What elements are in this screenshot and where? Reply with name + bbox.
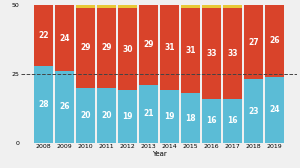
Text: 28: 28 bbox=[38, 100, 49, 109]
Bar bbox=[223, 99, 242, 143]
Text: 24: 24 bbox=[59, 34, 70, 43]
Bar bbox=[244, 5, 263, 79]
Bar bbox=[181, 93, 200, 143]
Text: 29: 29 bbox=[143, 40, 154, 50]
Bar bbox=[202, 99, 221, 143]
Text: 31: 31 bbox=[185, 46, 196, 55]
Bar bbox=[265, 5, 284, 77]
Text: 20: 20 bbox=[101, 111, 112, 120]
Text: 29: 29 bbox=[80, 43, 91, 52]
Bar bbox=[97, 88, 116, 143]
Bar bbox=[223, 8, 242, 99]
Bar bbox=[223, 5, 242, 8]
Text: 33: 33 bbox=[206, 49, 217, 58]
Text: 18: 18 bbox=[185, 114, 196, 122]
Text: 19: 19 bbox=[122, 112, 133, 121]
Bar bbox=[181, 5, 200, 8]
Bar bbox=[76, 5, 95, 8]
Bar bbox=[118, 90, 137, 143]
Bar bbox=[202, 5, 221, 8]
Text: 30: 30 bbox=[122, 45, 133, 54]
Bar bbox=[76, 88, 95, 143]
Bar bbox=[118, 5, 137, 8]
Bar bbox=[181, 8, 200, 93]
Text: 16: 16 bbox=[227, 116, 238, 125]
Text: 22: 22 bbox=[38, 31, 49, 40]
Text: 23: 23 bbox=[248, 107, 259, 116]
Bar bbox=[118, 8, 137, 90]
Text: 27: 27 bbox=[248, 38, 259, 47]
Bar bbox=[160, 90, 179, 143]
Bar bbox=[97, 5, 116, 8]
Text: 33: 33 bbox=[227, 49, 238, 58]
Text: 19: 19 bbox=[164, 112, 175, 121]
Bar bbox=[244, 79, 263, 143]
X-axis label: Year: Year bbox=[152, 151, 166, 157]
Text: 29: 29 bbox=[101, 43, 112, 52]
Bar bbox=[160, 5, 179, 90]
Bar bbox=[97, 8, 116, 88]
Text: 26: 26 bbox=[59, 102, 70, 112]
Text: 24: 24 bbox=[269, 105, 280, 114]
Bar bbox=[34, 66, 53, 143]
Bar bbox=[202, 8, 221, 99]
Bar bbox=[139, 5, 158, 85]
Bar bbox=[34, 5, 53, 66]
Bar bbox=[139, 85, 158, 143]
Text: 20: 20 bbox=[80, 111, 91, 120]
Bar bbox=[265, 77, 284, 143]
Bar bbox=[55, 71, 74, 143]
Bar bbox=[55, 5, 74, 71]
Text: 26: 26 bbox=[269, 36, 280, 45]
Text: 31: 31 bbox=[164, 43, 175, 52]
Bar bbox=[76, 8, 95, 88]
Text: 21: 21 bbox=[143, 109, 154, 118]
Text: 16: 16 bbox=[206, 116, 217, 125]
